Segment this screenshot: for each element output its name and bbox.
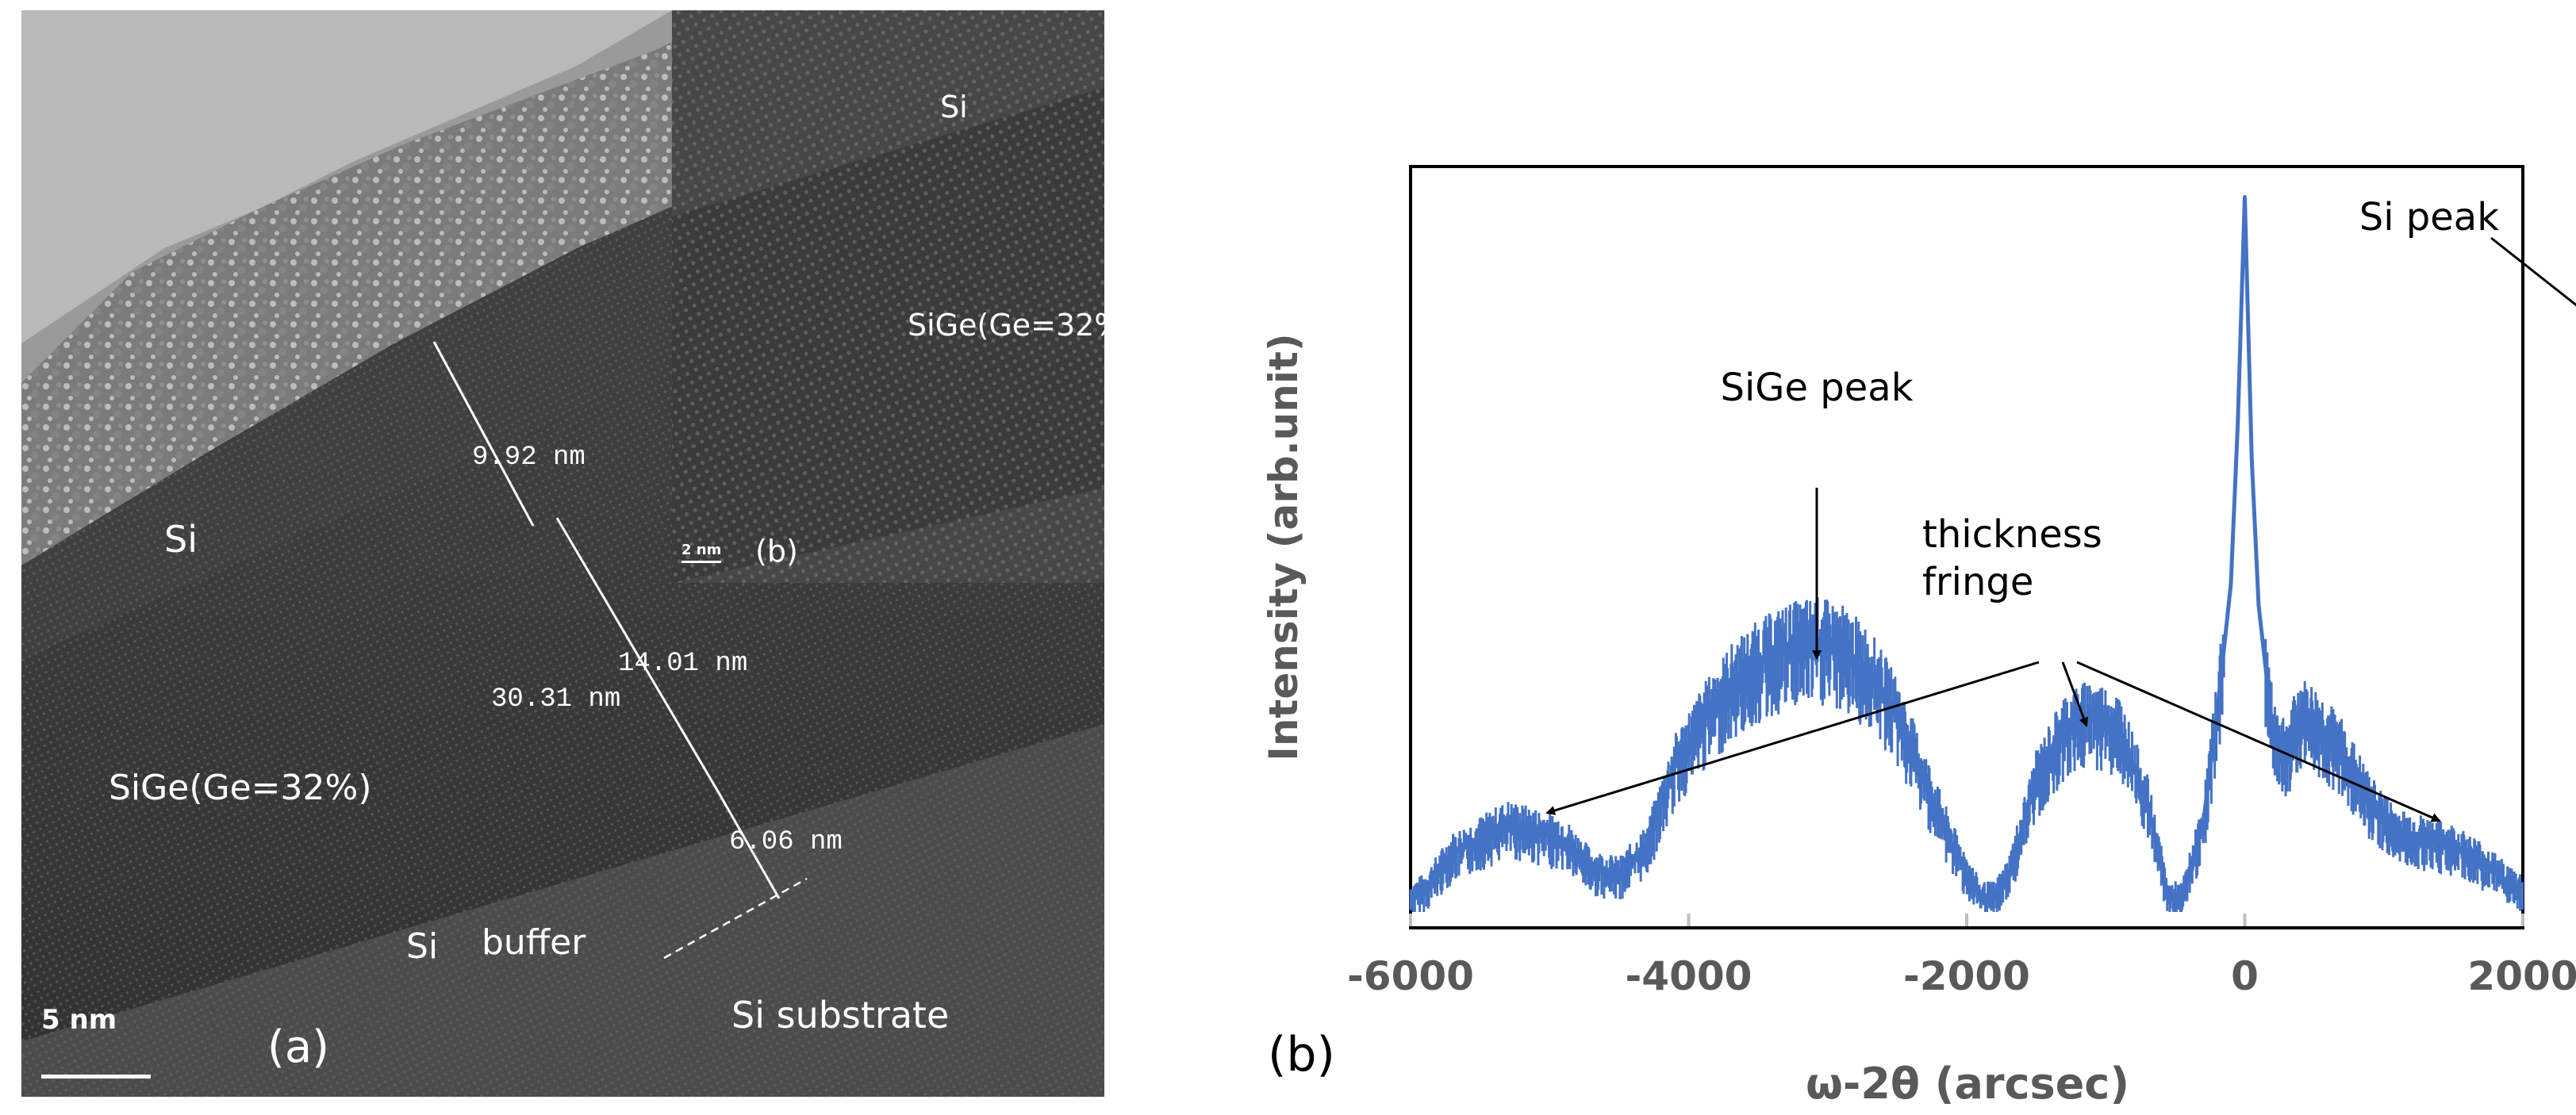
inset-label-sige: SiGe(Ge=32%) <box>908 308 1104 343</box>
scale-bar-label-b: 2 nm <box>681 542 722 558</box>
annotation-fringe-line2: fringe <box>1922 560 2033 604</box>
measurement-line-3 <box>716 791 781 899</box>
label-sige: SiGe(Ge=32%) <box>109 768 372 808</box>
x-tick-label: 0 <box>2231 953 2259 999</box>
label-si-top: Si <box>164 518 198 561</box>
x-tick-label: -4000 <box>1626 953 1753 999</box>
inset-label-si-top: Si <box>940 90 968 125</box>
inset-image-background <box>672 10 1104 583</box>
annotation-fringe-line1: thickness <box>1922 512 2102 557</box>
xrd-chart-panel: -6000 -4000 -2000 0 2000 ω-2θ (arcsec) Inten… <box>1238 0 2576 1115</box>
tem-inset-b: Si SiGe(Ge=32%) Si 2 nm (b) <box>672 10 1104 583</box>
measurement-line-1 <box>432 341 535 527</box>
scale-bar-a <box>41 1075 151 1079</box>
arrow-fringe-middle <box>2061 661 2089 727</box>
annotation-sige-peak: SiGe peak <box>1721 366 1914 410</box>
scale-bar-label-a: 5 nm <box>41 1004 117 1036</box>
x-axis-ticks <box>1409 914 2524 926</box>
label-si-substrate: Si substrate <box>731 994 950 1036</box>
x-tick-label: 2000 <box>2467 953 2576 999</box>
x-axis-title: ω-2θ (arcsec) <box>1806 1059 2129 1109</box>
series-noise-path <box>1409 597 2524 912</box>
interface-dashed-line <box>663 877 808 960</box>
x-tick-label: -6000 <box>1347 953 1474 999</box>
panel-b-label: (b) <box>1268 1027 1335 1082</box>
measurement-label-4: 6.06 nm <box>729 827 843 857</box>
plot-area-frame <box>1409 165 2524 929</box>
xrd-chart: -6000 -4000 -2000 0 2000 ω-2θ (arcsec) Inten… <box>1261 165 2576 1109</box>
arrow-fringe-right <box>2076 661 2441 822</box>
series-noise <box>1409 597 2524 912</box>
label-buffer-si: Si <box>406 926 439 967</box>
scale-bar-b <box>681 561 721 563</box>
arrow-fringe-left <box>1545 661 2040 815</box>
x-axis-tick-labels: -6000 -4000 -2000 0 2000 <box>1347 953 2576 999</box>
measurement-label-1: 9.92 nm <box>472 443 585 473</box>
inset-b-label: (b) <box>755 534 798 569</box>
arrow-si-peak <box>2490 236 2576 307</box>
x-tick-label: -2000 <box>1903 953 2030 999</box>
measurement-label-2: 14.01 nm <box>618 649 748 679</box>
tem-image-panel-a: Si SiGe(Ge=32%) Si buffer Si substrate 9… <box>21 10 1104 1097</box>
measurement-label-3: 30.31 nm <box>491 684 621 715</box>
panel-a-label: (a) <box>267 1021 330 1073</box>
annotation-si-peak: Si peak <box>2359 195 2499 239</box>
label-buffer: buffer <box>482 922 586 963</box>
y-axis-title: Intensity (arb.unit) <box>1261 333 1307 761</box>
measurement-line-2 <box>555 517 720 792</box>
